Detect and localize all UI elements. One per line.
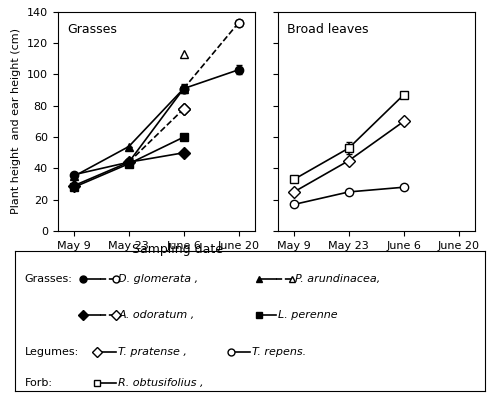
Text: Grasses: Grasses xyxy=(68,23,117,36)
Text: R. obtusifolius ,: R. obtusifolius , xyxy=(118,378,204,387)
Text: Broad leaves: Broad leaves xyxy=(288,23,369,36)
Text: Forb:: Forb: xyxy=(24,378,52,387)
Text: T. pratense ,: T. pratense , xyxy=(118,347,188,357)
Text: L. perenne: L. perenne xyxy=(278,310,338,320)
Text: D. glomerata ,: D. glomerata , xyxy=(118,274,198,284)
Text: Legumes:: Legumes: xyxy=(24,347,78,357)
Text: A. odoratum ,: A. odoratum , xyxy=(118,310,194,320)
Text: P. arundinacea,: P. arundinacea, xyxy=(294,274,380,284)
Text: Grasses:: Grasses: xyxy=(24,274,72,284)
Text: Sampling date: Sampling date xyxy=(132,243,223,256)
Text: T. repens.: T. repens. xyxy=(252,347,306,357)
Y-axis label: Plant height  and ear height (cm): Plant height and ear height (cm) xyxy=(11,28,21,214)
